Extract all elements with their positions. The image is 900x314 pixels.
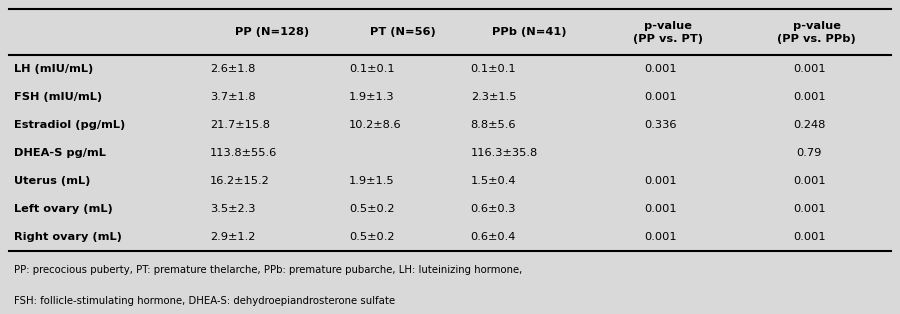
Text: LH (mIU/mL): LH (mIU/mL) bbox=[14, 64, 94, 74]
Text: 3.7±1.8: 3.7±1.8 bbox=[210, 92, 256, 102]
Text: 0.248: 0.248 bbox=[793, 120, 825, 130]
Text: 0.001: 0.001 bbox=[644, 232, 677, 241]
Text: FSH: follicle-stimulating hormone, DHEA-S: dehydroepiandrosterone sulfate: FSH: follicle-stimulating hormone, DHEA-… bbox=[14, 296, 394, 306]
Text: p-value
(PP vs. PT): p-value (PP vs. PT) bbox=[634, 21, 703, 44]
Text: 0.6±0.4: 0.6±0.4 bbox=[471, 232, 516, 241]
Text: DHEA-S pg/mL: DHEA-S pg/mL bbox=[14, 148, 106, 158]
Text: 21.7±15.8: 21.7±15.8 bbox=[210, 120, 270, 130]
Text: 2.6±1.8: 2.6±1.8 bbox=[210, 64, 255, 74]
Text: Left ovary (mL): Left ovary (mL) bbox=[14, 204, 113, 214]
Text: FSH (mIU/mL): FSH (mIU/mL) bbox=[14, 92, 103, 102]
Text: 0.001: 0.001 bbox=[793, 92, 825, 102]
Text: 8.8±5.6: 8.8±5.6 bbox=[471, 120, 517, 130]
Text: 1.5±0.4: 1.5±0.4 bbox=[471, 176, 517, 186]
Text: 0.5±0.2: 0.5±0.2 bbox=[349, 232, 395, 241]
Text: 113.8±55.6: 113.8±55.6 bbox=[210, 148, 277, 158]
Text: 0.5±0.2: 0.5±0.2 bbox=[349, 204, 395, 214]
Text: 0.001: 0.001 bbox=[793, 204, 825, 214]
Text: 0.001: 0.001 bbox=[793, 176, 825, 186]
Text: 0.001: 0.001 bbox=[644, 64, 677, 74]
Text: 0.79: 0.79 bbox=[796, 148, 822, 158]
Text: 2.3±1.5: 2.3±1.5 bbox=[471, 92, 517, 102]
Text: PP: precocious puberty, PT: premature thelarche, PPb: premature pubarche, LH: lu: PP: precocious puberty, PT: premature th… bbox=[14, 265, 522, 275]
Text: 116.3±35.8: 116.3±35.8 bbox=[471, 148, 538, 158]
Text: 10.2±8.6: 10.2±8.6 bbox=[349, 120, 401, 130]
Text: 3.5±2.3: 3.5±2.3 bbox=[210, 204, 256, 214]
Text: 0.1±0.1: 0.1±0.1 bbox=[471, 64, 517, 74]
Text: 16.2±15.2: 16.2±15.2 bbox=[210, 176, 269, 186]
Text: 0.336: 0.336 bbox=[644, 120, 677, 130]
Text: 0.001: 0.001 bbox=[793, 232, 825, 241]
Text: 0.1±0.1: 0.1±0.1 bbox=[349, 64, 395, 74]
Text: 0.001: 0.001 bbox=[793, 64, 825, 74]
Text: 1.9±1.3: 1.9±1.3 bbox=[349, 92, 395, 102]
Text: 0.001: 0.001 bbox=[644, 92, 677, 102]
Text: 0.001: 0.001 bbox=[644, 176, 677, 186]
Text: 0.6±0.3: 0.6±0.3 bbox=[471, 204, 517, 214]
Text: p-value
(PP vs. PPb): p-value (PP vs. PPb) bbox=[778, 21, 856, 44]
Text: PP (N=128): PP (N=128) bbox=[235, 27, 310, 37]
Text: 1.9±1.5: 1.9±1.5 bbox=[349, 176, 395, 186]
Text: PT (N=56): PT (N=56) bbox=[370, 27, 436, 37]
Text: PPb (N=41): PPb (N=41) bbox=[491, 27, 566, 37]
Text: Right ovary (mL): Right ovary (mL) bbox=[14, 232, 122, 241]
Text: Estradiol (pg/mL): Estradiol (pg/mL) bbox=[14, 120, 126, 130]
Text: Uterus (mL): Uterus (mL) bbox=[14, 176, 91, 186]
Text: 2.9±1.2: 2.9±1.2 bbox=[210, 232, 255, 241]
Text: 0.001: 0.001 bbox=[644, 204, 677, 214]
